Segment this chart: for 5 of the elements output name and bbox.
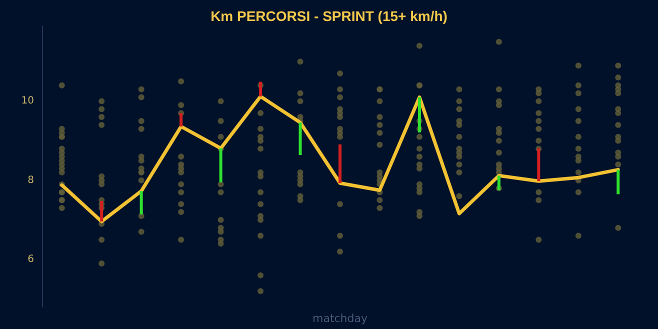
y-tick-label: 10 — [21, 96, 34, 107]
x-axis-title: matchday — [312, 312, 368, 325]
y-tick-label: 6 — [28, 254, 34, 266]
chart-title: Km PERCORSI - SPRINT (15+ km/h) — [210, 8, 448, 24]
y-tick-label: 8 — [28, 174, 34, 186]
